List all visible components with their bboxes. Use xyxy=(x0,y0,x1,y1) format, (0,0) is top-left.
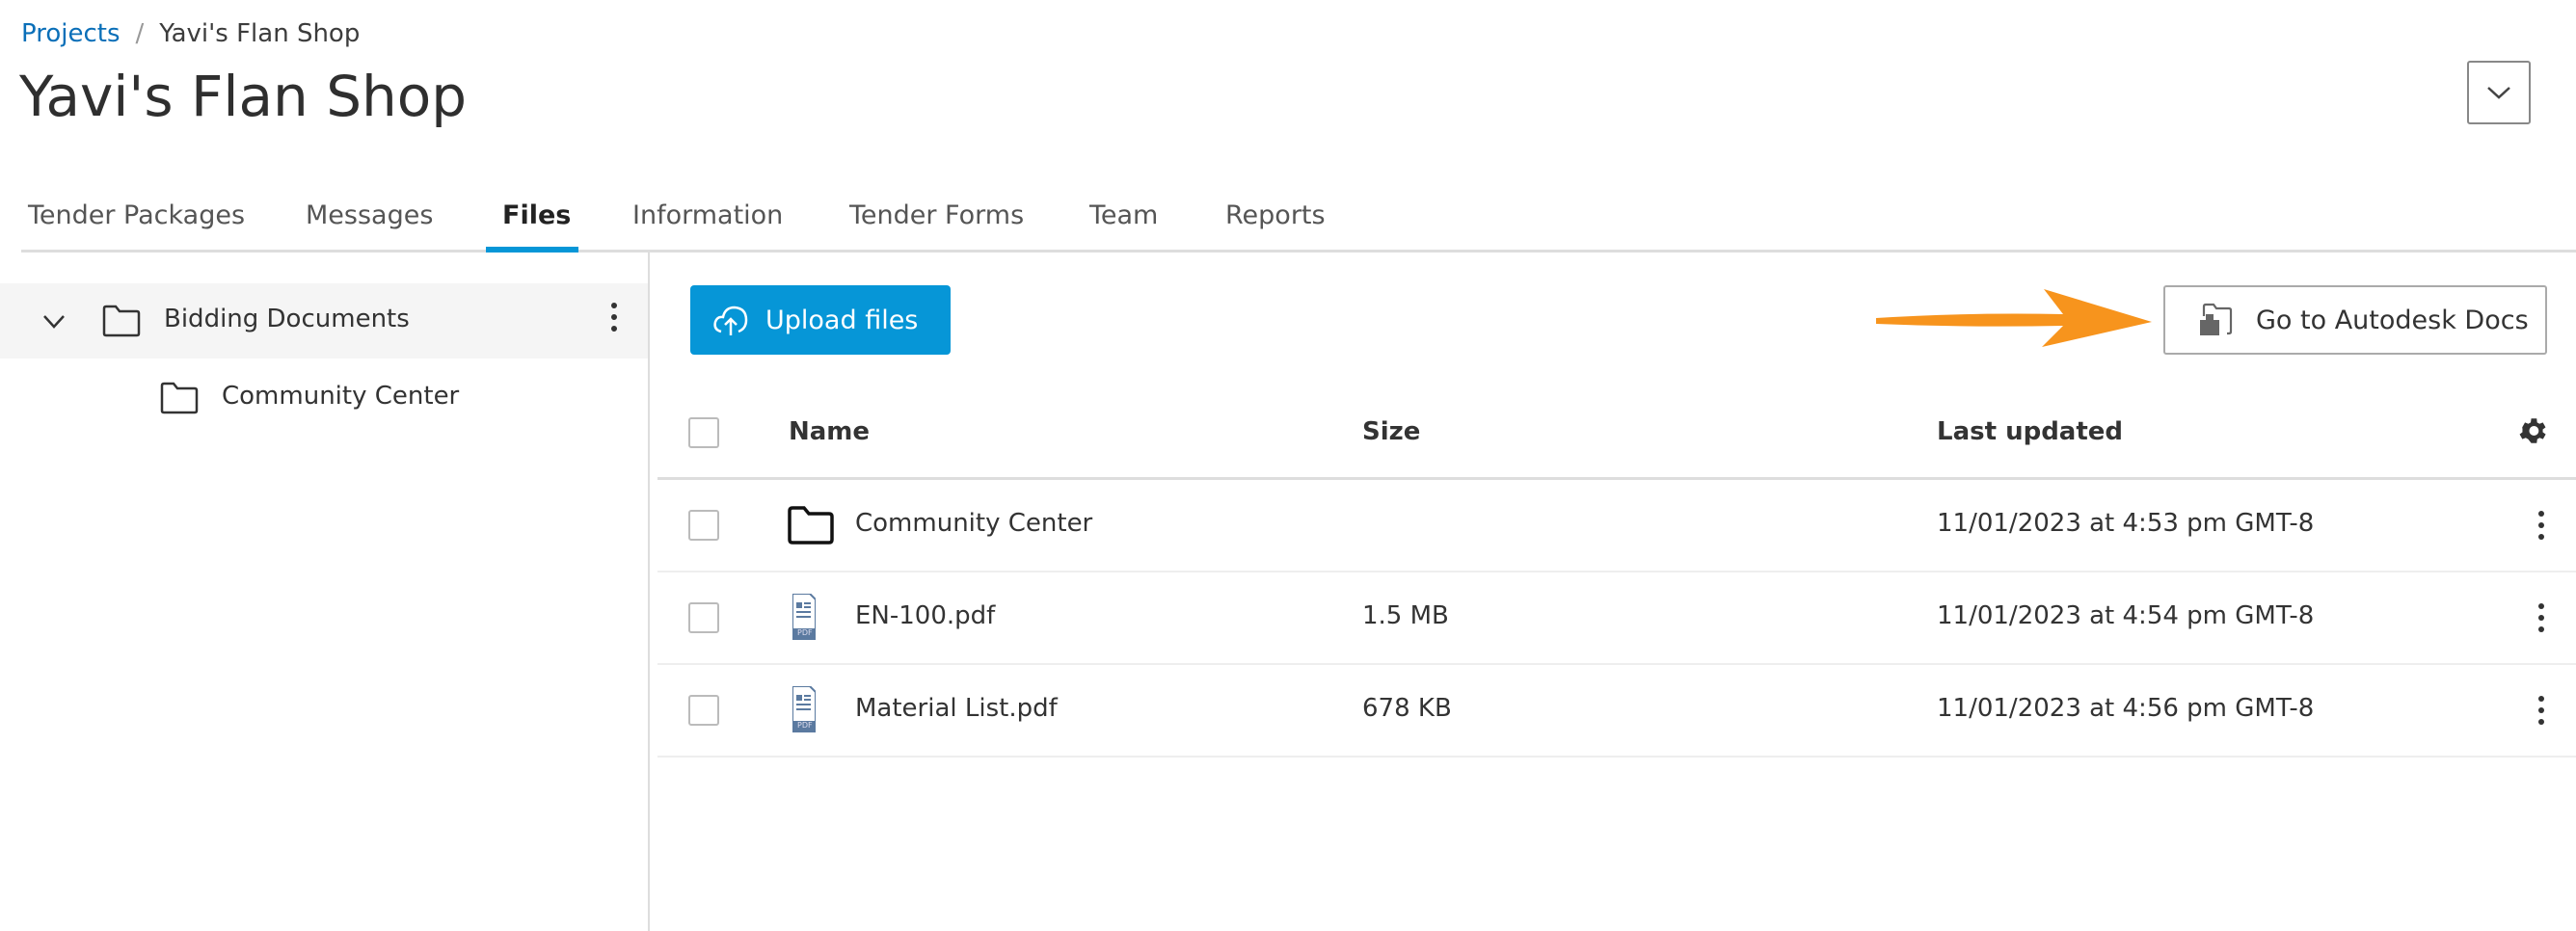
file-size: 678 KB xyxy=(1362,694,1452,723)
row-more-options-icon[interactable] xyxy=(2538,603,2544,632)
tab-information[interactable]: Information xyxy=(632,200,784,230)
file-last-updated: 11/01/2023 at 4:56 pm GMT-8 xyxy=(1937,694,2315,723)
breadcrumb-projects-link[interactable]: Projects xyxy=(21,19,121,48)
tab-team[interactable]: Team xyxy=(1089,200,1159,230)
file-last-updated: 11/01/2023 at 4:54 pm GMT-8 xyxy=(1937,601,2315,630)
chevron-down-icon[interactable] xyxy=(42,314,66,330)
tab-messages[interactable]: Messages xyxy=(306,200,434,230)
row-checkbox[interactable] xyxy=(688,510,719,541)
annotation-arrow xyxy=(1876,289,2152,347)
column-header-size[interactable]: Size xyxy=(1362,417,1421,446)
folder-icon xyxy=(160,382,199,414)
sidebar-item-bidding-documents[interactable] xyxy=(0,283,648,359)
chevron-down-icon xyxy=(2487,87,2510,99)
file-name[interactable]: Community Center xyxy=(855,509,1093,538)
row-more-options-icon[interactable] xyxy=(2538,696,2544,725)
gear-icon[interactable] xyxy=(2516,414,2549,447)
tab-reports[interactable]: Reports xyxy=(1225,200,1326,230)
tab-tender-forms[interactable]: Tender Forms xyxy=(849,200,1025,230)
go-to-autodesk-docs-label: Go to Autodesk Docs xyxy=(2256,305,2529,335)
tab-files[interactable]: Files xyxy=(502,200,572,230)
page-title: Yavi's Flan Shop xyxy=(19,64,468,129)
upload-files-label: Upload files xyxy=(765,305,919,335)
file-last-updated: 11/01/2023 at 4:53 pm GMT-8 xyxy=(1937,509,2315,538)
column-header-name[interactable]: Name xyxy=(789,417,871,446)
file-name[interactable]: EN-100.pdf xyxy=(855,601,996,630)
more-options-icon[interactable] xyxy=(611,303,617,332)
folder-icon xyxy=(102,305,141,337)
tab-tender-packages[interactable]: Tender Packages xyxy=(28,200,246,230)
breadcrumb: Projects / Yavi's Flan Shop xyxy=(21,19,360,48)
breadcrumb-current: Yavi's Flan Shop xyxy=(159,19,361,48)
sidebar-item-label: Bidding Documents xyxy=(164,305,410,333)
row-divider xyxy=(657,663,2576,665)
sidebar-item-community-center[interactable]: Community Center xyxy=(222,382,460,411)
row-divider xyxy=(657,756,2576,758)
cloud-upload-icon xyxy=(713,306,748,335)
row-checkbox[interactable] xyxy=(688,602,719,633)
sidebar-divider xyxy=(648,253,650,931)
active-tab-indicator xyxy=(486,247,578,253)
tab-divider xyxy=(21,250,2576,253)
row-checkbox[interactable] xyxy=(688,695,719,726)
folder-icon xyxy=(788,506,834,545)
file-name[interactable]: Material List.pdf xyxy=(855,694,1058,723)
table-header-divider xyxy=(657,477,2576,480)
select-all-checkbox[interactable] xyxy=(688,417,719,448)
tab-bar: Tender Packages Messages Files Informati… xyxy=(0,200,2576,253)
pdf-icon-label: PDF xyxy=(797,721,813,730)
row-more-options-icon[interactable] xyxy=(2538,511,2544,540)
breadcrumb-separator: / xyxy=(135,19,145,48)
pdf-icon-label: PDF xyxy=(797,628,813,637)
row-divider xyxy=(657,571,2576,572)
go-to-autodesk-docs-button[interactable]: Go to Autodesk Docs xyxy=(2163,285,2547,355)
column-header-last-updated[interactable]: Last updated xyxy=(1937,417,2124,446)
project-dropdown-button[interactable] xyxy=(2467,61,2531,124)
docs-folder-building-icon xyxy=(2200,303,2233,335)
file-size: 1.5 MB xyxy=(1362,601,1449,630)
upload-files-button[interactable]: Upload files xyxy=(690,285,951,355)
